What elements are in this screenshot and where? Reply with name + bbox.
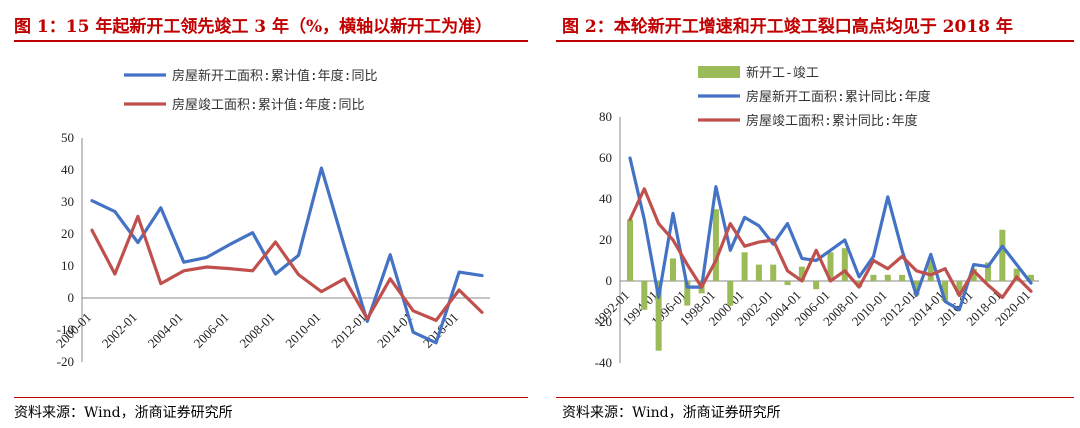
right-bar	[884, 274, 891, 281]
left-y-tick-label: -20	[57, 354, 74, 369]
right-bar	[813, 281, 820, 290]
right-bar	[655, 281, 662, 351]
right-bar	[741, 252, 748, 281]
right-bar	[999, 229, 1006, 281]
left-chart-panel: 图 1：15 年起新开工领先竣工 3 年（%，横轴以新开工为准） -20 -10 0…	[14, 17, 528, 421]
left-y-tick-label: 30	[61, 194, 74, 209]
right-bar	[1013, 268, 1020, 281]
right-bar	[1027, 274, 1035, 281]
right-source: 资料来源：Wind，浙商证券研究所	[562, 405, 781, 421]
left-x-tick-label: 2006-01	[191, 310, 232, 351]
left-y-tick-label: 40	[61, 162, 74, 177]
left-x-tick-label: 2008-01	[236, 310, 277, 351]
right-legend-swatch	[698, 66, 740, 78]
left-y-tick-label: 50	[61, 130, 74, 145]
right-series-line-1	[628, 156, 1033, 312]
right-bar	[985, 262, 992, 281]
right-bar	[970, 268, 977, 281]
right-legend-label: 房屋新开工面积:累计同比:年度	[746, 89, 931, 105]
left-y-tick-label: 20	[61, 226, 74, 241]
right-series-line-2	[628, 187, 1033, 299]
right-y-tick-label: 0	[606, 273, 613, 288]
right-y-tick-label: -20	[595, 314, 612, 329]
right-y-tick-label: -40	[595, 355, 612, 370]
left-source: 资料来源：Wind，浙商证券研究所	[14, 405, 233, 421]
right-chart-svg: -40-200204060801992-011994-011996-011998…	[591, 65, 1039, 370]
right-bar	[684, 281, 691, 306]
left-chart-title: 图 1：15 年起新开工领先竣工 3 年（%，横轴以新开工为准）	[14, 17, 493, 37]
right-bar	[669, 258, 676, 281]
right-bar	[827, 252, 834, 281]
left-y-tick-label: -10	[57, 322, 74, 337]
right-bar	[626, 219, 634, 281]
left-x-tick-label: 2010-01	[282, 310, 323, 351]
right-bar	[784, 281, 791, 286]
right-y-tick-label: 40	[599, 191, 612, 206]
right-bar	[798, 266, 805, 281]
right-bar	[755, 264, 762, 281]
left-x-tick-label: 2002-01	[99, 310, 140, 351]
right-legend-label: 房屋竣工面积:累计同比:年度	[746, 113, 918, 129]
right-chart-title: 图 2：本轮新开工增速和开工竣工裂口高点均见于 2018 年	[562, 17, 1013, 37]
left-y-tick-label: 0	[68, 290, 75, 305]
right-bar	[870, 274, 877, 281]
left-y-tick-label: 10	[61, 258, 74, 273]
right-bar	[927, 260, 934, 281]
right-bar	[770, 264, 777, 281]
left-legend-label: 房屋新开工面积:累计值:年度:同比	[172, 68, 377, 84]
left-x-tick-label: 2004-01	[145, 310, 186, 351]
right-bar	[641, 281, 648, 310]
right-bar	[913, 281, 920, 296]
right-source-rule	[556, 397, 1074, 398]
right-bar	[727, 281, 734, 306]
left-source-rule	[14, 397, 528, 398]
right-y-tick-label: 80	[599, 109, 612, 124]
right-bar	[841, 248, 848, 281]
right-bar	[942, 281, 949, 302]
right-chart-panel: 图 2：本轮新开工增速和开工竣工裂口高点均见于 2018 年 -40 -20 0 20…	[548, 0, 1080, 428]
right-y-tick-label: 60	[599, 150, 612, 165]
left-series-line-1	[90, 166, 484, 345]
left-x-tick-label: 2012-01	[328, 310, 369, 351]
right-legend-label: 新开工-竣工	[746, 65, 819, 81]
right-title-rule	[556, 40, 1074, 42]
right-bar	[899, 274, 906, 281]
right-y-tick-label: 20	[599, 232, 612, 247]
right-bar	[712, 209, 719, 281]
left-legend-label: 房屋竣工面积:累计值:年度:同比	[172, 97, 364, 113]
right-bar	[956, 281, 963, 296]
left-title-rule	[14, 40, 528, 42]
left-series-line-2	[90, 214, 484, 322]
